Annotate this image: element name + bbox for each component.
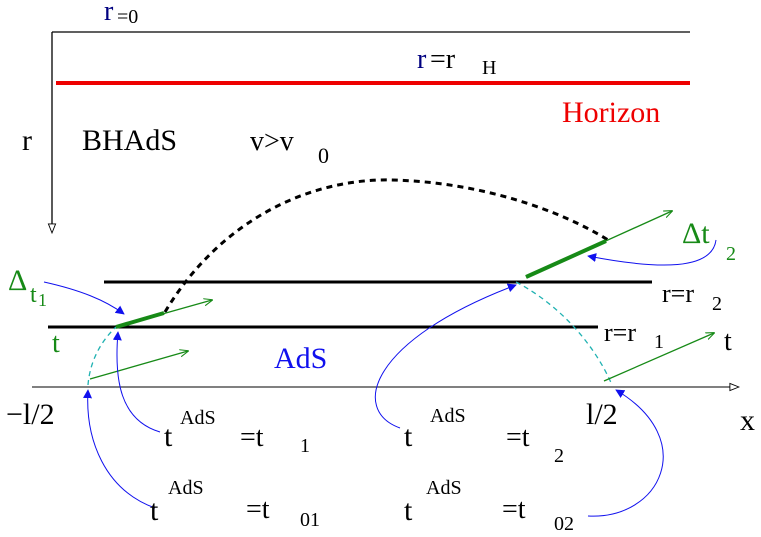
t-ads-02-eq: =t [502,494,526,525]
time-arrow-right-lower [603,333,714,382]
r-eq-r2-sub: 2 [712,293,722,315]
blue-arrow-t02 [587,389,664,517]
r-zero-label: r [104,0,114,27]
t-ads-01-sub: 01 [300,509,320,531]
t-right-label: t [724,326,732,357]
t-ads-02-sup: AdS [426,477,462,499]
t-ads-2-sup: AdS [430,405,466,427]
v-condition-sub: 0 [318,143,329,168]
cyan-right-geodesic [515,281,613,386]
t-left-label: t [52,328,60,359]
minus-half-l-label: −l/2 [6,398,55,431]
delta-t1-sub: 1 [38,290,47,310]
v-condition-label: v>v [250,126,294,157]
t-ads-1-t: t [164,420,173,453]
bhads-label: BHAdS [82,124,177,157]
x-axis-label: x [740,404,755,437]
t-ads-1-eq: =t [240,422,264,453]
t-ads-02-t: t [404,494,413,527]
half-l-label: l/2 [586,398,618,431]
blue-arrow-delta-t1 [43,281,125,315]
t-ads-02-sub: 02 [554,513,574,535]
r-h-label-sub: H [482,57,496,79]
blue-arrow-t2 [374,283,517,429]
delta-t1-t: t [30,282,37,308]
blue-arrow-t01 [83,389,156,509]
t-ads-01-eq: =t [246,494,270,525]
cyan-left-geodesic [87,326,117,386]
time-arrow-right-upper [525,211,672,278]
ads-label: AdS [274,342,327,375]
t-ads-1-sup: AdS [180,407,216,429]
t-ads-01-t: t [150,494,159,527]
time-arrow-left-lower [89,351,188,380]
horizon-label: Horizon [562,96,660,129]
t-ads-01-sup: AdS [168,477,204,499]
time-arrow-left-upper [115,300,212,328]
t-ads-2-eq: =t [506,422,530,453]
blue-arrow-delta-t2 [587,239,717,266]
black-dashed-geodesic [163,178,609,313]
r-eq-r2-label: r=r [662,279,694,308]
r-eq-r1-label: r=r [604,318,636,347]
delta-t2-label: Δt [682,217,710,250]
r-zero-sub: =0 [117,6,138,28]
r-h-label-r: r [417,44,427,75]
delta-t2-sub: 2 [726,243,736,265]
r-axis-label: r [22,124,32,157]
t-ads-2-t: t [404,420,413,453]
r-h-label-eq: =r [430,44,456,75]
t-ads-2-sub: 2 [554,445,564,467]
t-ads-1-sub: 1 [300,435,310,457]
delta-t1-delta: Δ [8,264,27,297]
r-eq-r1-sub: 1 [654,331,664,353]
blue-arrow-t1 [112,331,161,433]
